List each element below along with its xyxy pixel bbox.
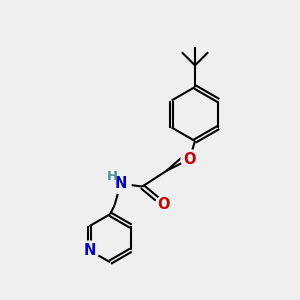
Text: O: O xyxy=(183,152,196,166)
Text: N: N xyxy=(83,243,95,258)
Text: H: H xyxy=(107,170,118,184)
Text: N: N xyxy=(114,176,127,191)
Text: O: O xyxy=(158,197,170,212)
